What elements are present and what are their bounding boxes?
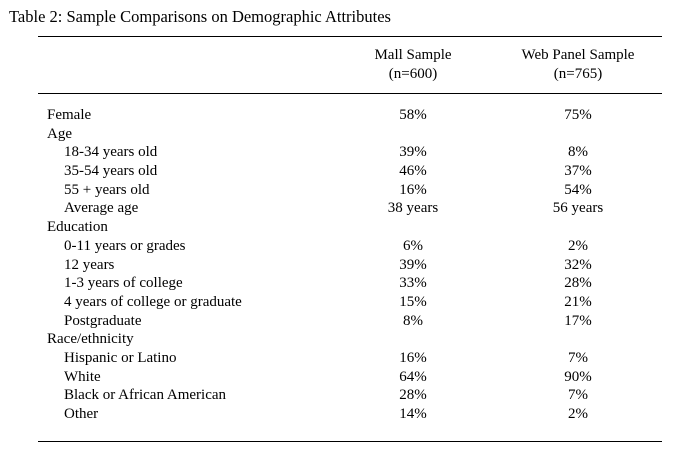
row-label: Hispanic or Latino bbox=[64, 349, 177, 366]
column-header-mall-sample: Mall Sample (n=600) bbox=[323, 46, 503, 84]
table-row: Postgraduate 8% 17% bbox=[0, 312, 700, 331]
mall-value: 64% bbox=[399, 368, 427, 385]
web-value: 17% bbox=[564, 312, 592, 329]
table-row: 1-3 years of college 33% 28% bbox=[0, 274, 700, 293]
bottom-rule bbox=[38, 441, 662, 442]
column-header-web-name: Web Panel Sample bbox=[521, 47, 635, 63]
web-value: 75% bbox=[564, 107, 592, 123]
row-label: Race/ethnicity bbox=[47, 331, 134, 348]
row-label: 1-3 years of college bbox=[64, 275, 183, 292]
row-label: Female bbox=[47, 107, 92, 123]
column-header-mall-n: (n=600) bbox=[388, 66, 438, 82]
web-value: 7% bbox=[568, 349, 588, 366]
web-value: 54% bbox=[564, 181, 592, 198]
mall-value: 46% bbox=[399, 163, 427, 180]
table-row: Female 58% 75% bbox=[0, 106, 700, 125]
table-row: 4 years of college or graduate 15% 21% bbox=[0, 293, 700, 312]
row-label: 12 years bbox=[64, 256, 115, 273]
mall-value: 8% bbox=[403, 312, 423, 329]
mall-value: 33% bbox=[399, 275, 427, 292]
table-title: Table 2: Sample Comparisons on Demograph… bbox=[9, 7, 391, 26]
row-label: Black or African American bbox=[64, 387, 227, 404]
row-label: 0-11 years or grades bbox=[64, 237, 186, 254]
row-label: 4 years of college or graduate bbox=[64, 293, 242, 310]
web-value: 2% bbox=[568, 237, 588, 254]
mall-value: 15% bbox=[399, 293, 427, 310]
mall-value: 14% bbox=[399, 406, 427, 422]
web-value: 28% bbox=[564, 275, 592, 292]
mall-value: 39% bbox=[399, 256, 427, 273]
web-value: 90% bbox=[564, 368, 592, 385]
table-row-group-heading: Age bbox=[0, 125, 700, 144]
table-body: Female 58% 75% Age 18-34 years old 39% 8… bbox=[0, 106, 700, 424]
table-row: Average age 38 years 56 years bbox=[0, 199, 700, 218]
web-value: 7% bbox=[568, 387, 588, 404]
column-header-web-panel-sample: Web Panel Sample (n=765) bbox=[488, 46, 668, 84]
row-label: Postgraduate bbox=[64, 312, 142, 329]
table-row: Hispanic or Latino 16% 7% bbox=[0, 349, 700, 368]
mall-value: 39% bbox=[399, 144, 427, 161]
row-label: Age bbox=[47, 125, 72, 142]
table-row: Other 14% 2% bbox=[0, 405, 700, 424]
web-value: 56 years bbox=[552, 200, 604, 217]
web-value: 2% bbox=[568, 406, 588, 422]
header-rule bbox=[38, 93, 662, 94]
row-label: 35-54 years old bbox=[64, 163, 158, 180]
table-row: 18-34 years old 39% 8% bbox=[0, 143, 700, 162]
table-row: Black or African American 28% 7% bbox=[0, 386, 700, 405]
mall-value: 28% bbox=[399, 387, 427, 404]
row-label: Education bbox=[47, 219, 108, 236]
mall-value: 6% bbox=[403, 237, 423, 254]
web-value: 21% bbox=[564, 293, 592, 310]
row-label: 55 + years old bbox=[64, 181, 150, 198]
table-row: 55 + years old 16% 54% bbox=[0, 181, 700, 200]
web-value: 37% bbox=[564, 163, 592, 180]
table-row: White 64% 90% bbox=[0, 368, 700, 387]
column-header-mall-name: Mall Sample bbox=[374, 47, 452, 63]
row-label: White bbox=[64, 368, 101, 385]
mall-value: 16% bbox=[399, 349, 427, 366]
table-row-group-heading: Education bbox=[0, 218, 700, 237]
mall-value: 58% bbox=[399, 107, 427, 123]
web-value: 32% bbox=[564, 256, 592, 273]
table-row: 12 years 39% 32% bbox=[0, 256, 700, 275]
table-row: 35-54 years old 46% 37% bbox=[0, 162, 700, 181]
top-rule bbox=[38, 36, 662, 37]
mall-value: 16% bbox=[399, 181, 427, 198]
table-row: 0-11 years or grades 6% 2% bbox=[0, 237, 700, 256]
column-header-web-n: (n=765) bbox=[553, 66, 603, 82]
row-label: Average age bbox=[64, 200, 139, 217]
web-value: 8% bbox=[568, 144, 588, 161]
table-row-group-heading: Race/ethnicity bbox=[0, 330, 700, 349]
row-label: Other bbox=[64, 406, 99, 422]
mall-value: 38 years bbox=[387, 200, 439, 217]
row-label: 18-34 years old bbox=[64, 144, 158, 161]
